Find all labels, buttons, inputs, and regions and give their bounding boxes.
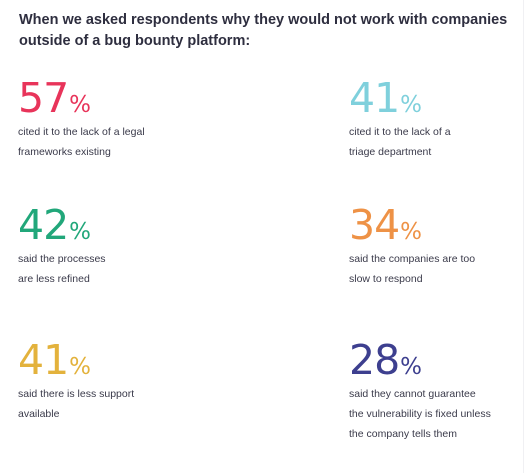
stat-description: cited it to the lack of a legal framewor…	[18, 122, 218, 162]
stat-description-line: said the processes	[18, 253, 106, 265]
stat-description-line: said the companies are too	[349, 253, 476, 265]
stat-description-line: triage department	[349, 146, 432, 158]
stat-value: 42	[18, 201, 69, 249]
stat-description-line: cited it to the lack of a	[349, 126, 451, 138]
stat-description-line: cited it to the lack of a legal	[18, 126, 145, 138]
stat-slow-to-respond: 34 % said the companies are too slow to …	[349, 205, 524, 289]
stat-description-line: available	[18, 408, 60, 420]
stat-value: 34	[349, 201, 400, 249]
stat-description-line: said there is less support	[18, 388, 135, 400]
stat-number: 28 %	[349, 336, 519, 384]
survey-heading: When we asked respondents why they would…	[19, 12, 508, 49]
stat-description: said the processes are less refined	[18, 249, 218, 289]
stat-number: 34 %	[349, 201, 524, 249]
stat-value: 41	[349, 74, 400, 122]
stat-description: said they cannot guarantee the vulnerabi…	[349, 384, 519, 444]
stat-processes-refined: 42 % said the processes are less refined	[18, 205, 218, 289]
stat-description-line: said they cannot guarantee	[349, 388, 476, 400]
stat-description: cited it to the lack of a triage departm…	[349, 122, 524, 162]
stat-description: said there is less support available	[18, 384, 218, 424]
stat-description: said the companies are too slow to respo…	[349, 249, 524, 289]
stat-legal-frameworks: 57 % cited it to the lack of a legal fra…	[18, 78, 218, 162]
stat-description-line: the company tells them	[349, 428, 457, 440]
stat-value: 28	[349, 336, 400, 384]
stat-percent-sign: %	[400, 219, 423, 245]
stat-less-support: 41 % said there is less support availabl…	[18, 340, 218, 424]
stat-number: 57 %	[18, 74, 218, 122]
stat-description-line: are less refined	[18, 273, 90, 285]
stat-description-line: the vulnerability is fixed unless	[349, 408, 491, 420]
stat-percent-sign: %	[400, 354, 423, 380]
stat-description-line: frameworks existing	[18, 146, 111, 158]
stat-value: 57	[18, 74, 69, 122]
stat-cannot-guarantee-fix: 28 % said they cannot guarantee the vuln…	[349, 340, 519, 444]
stat-percent-sign: %	[69, 219, 92, 245]
stat-percent-sign: %	[69, 354, 92, 380]
stat-percent-sign: %	[400, 92, 423, 118]
stat-number: 41 %	[18, 336, 218, 384]
stat-triage-department: 41 % cited it to the lack of a triage de…	[349, 78, 524, 162]
stat-percent-sign: %	[69, 92, 92, 118]
stat-value: 41	[18, 336, 69, 384]
stat-number: 42 %	[18, 201, 218, 249]
stat-description-line: slow to respond	[349, 273, 423, 285]
stat-number: 41 %	[349, 74, 524, 122]
